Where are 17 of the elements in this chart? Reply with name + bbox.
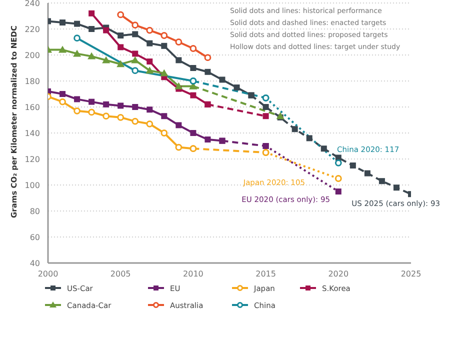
y-tick-label: 240: [24, 0, 40, 8]
y-tick-label: 180: [24, 76, 40, 86]
x-tick-label: 2000: [38, 270, 58, 279]
y-tick-label: 160: [24, 102, 40, 112]
y-tick-label: 140: [24, 128, 40, 138]
x-tick-label: 2015: [256, 270, 276, 279]
x-tick-label: 2020: [328, 270, 349, 279]
y-tick-label: 40: [30, 258, 40, 268]
y-tick-label: 200: [24, 50, 40, 60]
y-tick-label: 120: [24, 154, 40, 164]
x-tick-label: 2025: [400, 270, 422, 279]
x-tick-label: 2005: [110, 270, 131, 279]
y-tick-label: 60: [30, 232, 40, 242]
y-tick-label: 80: [30, 206, 40, 216]
x-tick-label: 2010: [183, 270, 204, 279]
y-tick-label: 100: [24, 180, 40, 190]
y-tick-label: 220: [24, 24, 40, 34]
